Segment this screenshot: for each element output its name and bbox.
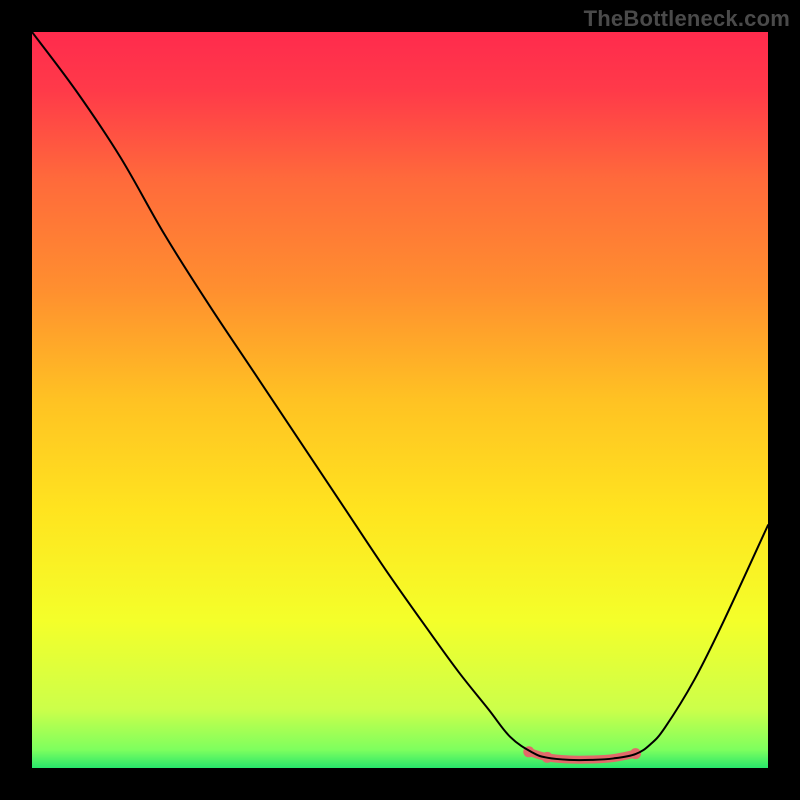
watermark-text: TheBottleneck.com <box>584 6 790 32</box>
chart-frame: TheBottleneck.com <box>0 0 800 800</box>
plot-area <box>32 32 768 768</box>
chart-svg <box>32 32 768 768</box>
chart-background <box>32 32 768 768</box>
